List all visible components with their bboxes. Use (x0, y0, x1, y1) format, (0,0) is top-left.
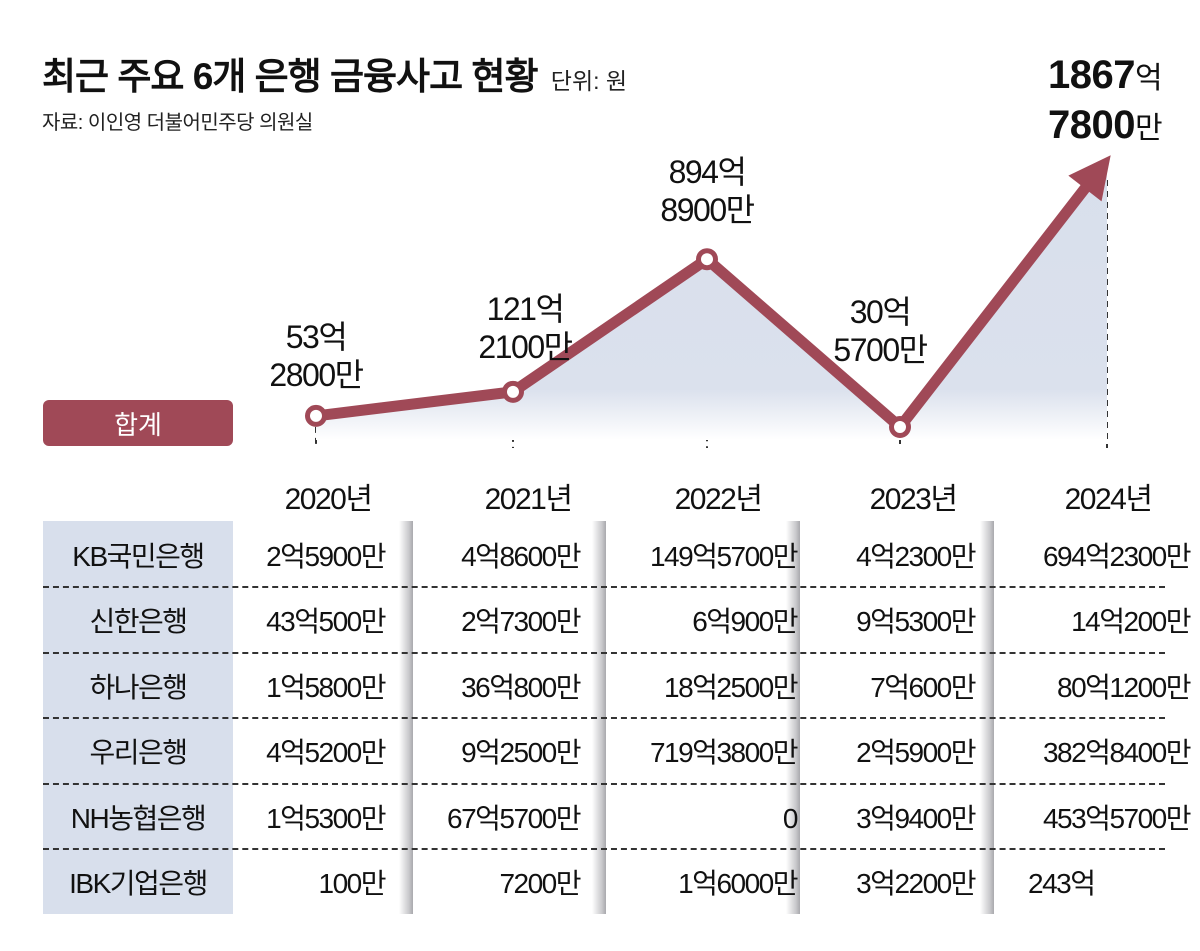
bank-name: 우리은행 (89, 737, 188, 769)
unit-label: 단위: 원 (550, 68, 628, 94)
data-point-2022년 (696, 248, 718, 271)
bank-name: IBK기업은행 (69, 868, 208, 899)
bank-name: 하나은행 (89, 671, 188, 703)
row-divider (43, 651, 1165, 654)
line-segment (894, 175, 1097, 433)
year-label: 2021년 (484, 483, 573, 516)
data-label-2024년: 1867억 7800만 (1047, 52, 1163, 152)
row-divider (43, 586, 1165, 589)
title-text: 최근 주요 6개 은행 금융사고 현황 (42, 56, 538, 97)
year-label: 2024년 (1064, 483, 1153, 516)
value-cell: 1억5800만 (266, 671, 386, 703)
value-cell: 14억200만 (1071, 606, 1191, 638)
data-label-2023년: 30억 5700만 (833, 293, 928, 369)
total-tag: 합계 (43, 400, 233, 446)
value-cell: 2억7300만 (461, 606, 581, 638)
data-label-2020년: 53억 2800만 (269, 318, 364, 394)
value-cell: 3억9400만 (856, 802, 976, 834)
value-cell: 1억6000만 (678, 868, 798, 899)
data-label-line2: 8900만 (660, 192, 755, 229)
arrow-head-icon (1068, 155, 1111, 202)
value-cell: 719억3800만 (649, 737, 799, 769)
line-segment (310, 386, 519, 422)
value-cell: 67억5700만 (447, 802, 581, 834)
table-row: KB국민은행 2억5900만 4억8600만 149억5700만 4억2300만 694억… (43, 524, 1191, 589)
value-cell: 7200만 (499, 868, 581, 899)
table-row: 우리은행 4억5200만 9억2500만 719억3800만 2억5900만 382억84… (43, 720, 1191, 785)
value-cell: 43억500만 (266, 606, 386, 638)
data-label-line2: 2800만 (269, 356, 364, 393)
bank-name: KB국민은행 (72, 541, 205, 572)
value-cell: 382억8400만 (1042, 737, 1192, 769)
data-label-line1: 121억 (486, 290, 565, 327)
value-cell: 453억5700만 (1042, 802, 1192, 834)
value-cell: 4억5200만 (266, 737, 386, 769)
data-point-2020년 (305, 404, 327, 427)
value-cell: 4억2300만 (856, 541, 976, 572)
value-cell: 243억 (1028, 868, 1096, 899)
value-cell: 9억2500만 (461, 737, 581, 769)
area-fill (316, 160, 1107, 440)
value-cell: 9억5300만 (856, 606, 976, 638)
year-label: 2023년 (869, 483, 958, 516)
data-label-line1: 53억 (285, 318, 348, 355)
data-label-2022년: 894억 8900만 (660, 153, 755, 229)
value-cell: 7억600만 (870, 671, 976, 703)
bank-name: NH농협은행 (70, 802, 207, 834)
year-label: 2022년 (674, 483, 763, 516)
line-segment (507, 253, 713, 398)
total-tag-label: 합계 (114, 409, 162, 440)
chart-title: 최근 주요 6개 은행 금융사고 현황 단위: 원 (42, 46, 627, 100)
data-label-line1: 30억 (849, 294, 912, 330)
value-cell: 1억5300만 (266, 802, 386, 834)
data-label-line1: 1867억 (1047, 53, 1163, 97)
row-divider (43, 782, 1165, 785)
data-label-line2: 7800만 (1047, 103, 1163, 147)
data-label-line2: 5700만 (833, 332, 928, 368)
year-label: 2020년 (284, 483, 373, 516)
data-label-2021년: 121억 2100만 (478, 290, 573, 366)
data-point-2023년 (889, 416, 911, 438)
table-row: 하나은행 1억5800만 36억800만 18억2500만 7억600만 80억1200만 (43, 655, 1191, 720)
value-cell: 0 (782, 802, 799, 834)
value-cell: 694억2300만 (1042, 541, 1192, 572)
data-label-line1: 894억 (668, 154, 747, 191)
value-cell: 6억900만 (692, 606, 798, 638)
table-row: 신한은행 43억500만 2억7300만 6억900만 9억5300만 14억200만 (43, 589, 1191, 654)
table-row: IBK기업은행 100만 7200만 1억6000만 3억2200만 243억 (43, 851, 1168, 916)
value-cell: 18억2500만 (664, 671, 798, 703)
value-cell: 3억2200만 (856, 868, 976, 899)
value-cell: 36억800만 (461, 671, 581, 703)
row-divider (43, 717, 1165, 720)
value-cell: 2억5900만 (856, 737, 976, 769)
value-cell: 149억5700만 (649, 541, 799, 572)
value-cell: 80억1200만 (1057, 671, 1191, 703)
line-segment (701, 253, 906, 433)
bank-name: 신한은행 (89, 606, 188, 638)
data-label-line2: 2100만 (478, 328, 573, 365)
value-cell: 2억5900만 (266, 541, 386, 572)
source-label: 자료: 이인영 더불어민주당 의원실 (42, 112, 313, 134)
row-divider (43, 848, 1165, 850)
value-cell: 100만 (318, 868, 387, 899)
data-point-2021년 (502, 380, 524, 403)
table-row: NH농협은행 1억5300만 67억5700만 0 3억9400만 453억5700만 (43, 786, 1192, 851)
value-cell: 4억8600만 (461, 541, 581, 572)
